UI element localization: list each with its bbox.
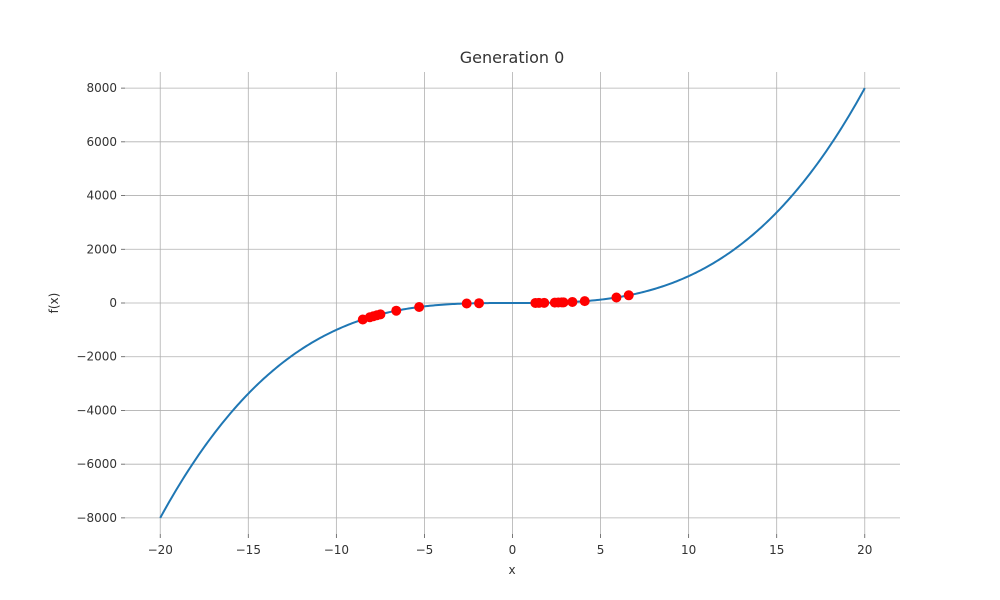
x-tick-label: 5 (597, 543, 605, 557)
y-tick-label: 0 (109, 296, 117, 310)
population-point (623, 290, 634, 301)
y-tick-label: −8000 (76, 511, 117, 525)
population-point (461, 298, 472, 309)
x-tick-label: 10 (681, 543, 696, 557)
y-tick-label: −6000 (76, 457, 117, 471)
ticks: −20 −15 −10 −5 0 5 10 15 20 −8000 −6000 −4000 −2000 0… (76, 81, 872, 557)
population-point (611, 292, 622, 303)
y-tick-label: 6000 (86, 135, 117, 149)
series-line-fx (159, 87, 866, 519)
population-point (474, 298, 485, 309)
y-tick-label: 8000 (86, 81, 117, 95)
population-point (567, 296, 578, 307)
y-axis-label: f(x) (47, 293, 61, 314)
chart-title: Generation 0 (460, 48, 565, 67)
y-tick-label: −2000 (76, 350, 117, 364)
population-point (579, 296, 590, 307)
population-point (391, 305, 402, 316)
y-tick-label: −4000 (76, 403, 117, 417)
population-point (375, 309, 386, 320)
x-tick-label: −10 (324, 543, 349, 557)
population-point (539, 297, 550, 308)
y-tick-label: 2000 (86, 242, 117, 256)
x-tick-label: 20 (857, 543, 872, 557)
x-axis-label: x (508, 563, 515, 577)
population-point (414, 302, 425, 313)
x-tick-label: 0 (509, 543, 517, 557)
x-tick-label: 15 (769, 543, 784, 557)
x-tick-label: −5 (416, 543, 434, 557)
x-tick-label: −20 (148, 543, 173, 557)
population-point (558, 297, 569, 308)
series (159, 87, 866, 519)
y-tick-label: 4000 (86, 189, 117, 203)
x-tick-label: −15 (236, 543, 261, 557)
